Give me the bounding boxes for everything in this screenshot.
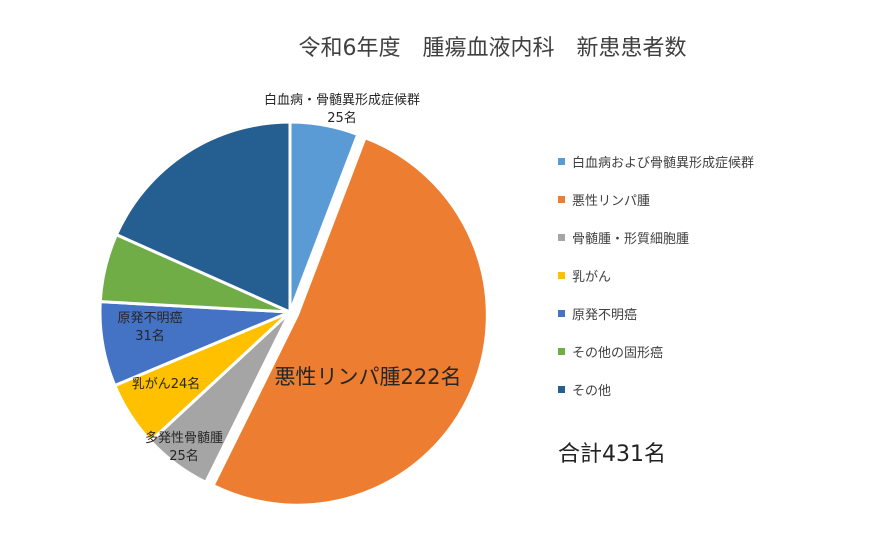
data-label: 31名 bbox=[135, 328, 165, 344]
legend-label: 骨髄腫・形質細胞腫 bbox=[572, 231, 690, 247]
legend-label: 白血病および骨髄異形成症候群 bbox=[572, 155, 755, 171]
data-label: 25名 bbox=[169, 448, 199, 464]
legend-swatch bbox=[558, 309, 565, 317]
data-label: 乳がん24名 bbox=[132, 376, 201, 392]
legend-item: 骨髄腫・形質細胞腫 bbox=[558, 218, 754, 256]
legend-swatch bbox=[558, 347, 565, 355]
total-label: 合計431名 bbox=[558, 442, 666, 467]
legend-item: 乳がん bbox=[558, 256, 754, 294]
legend-item: 悪性リンパ腫 bbox=[558, 180, 754, 218]
legend-label: その他の固形癌 bbox=[572, 345, 664, 361]
legend: 白血病および骨髄異形成症候群 悪性リンパ腫骨髄腫・形質細胞腫 乳がん原発不明癌その他… bbox=[558, 142, 754, 408]
legend-item: その他 bbox=[558, 370, 754, 408]
legend-swatch bbox=[558, 385, 565, 393]
pie-slice bbox=[211, 135, 489, 507]
data-label: 25名 bbox=[327, 110, 357, 126]
legend-item: 白血病および骨髄異形成症候群 bbox=[558, 142, 754, 180]
legend-item: 原発不明癌 bbox=[558, 294, 754, 332]
legend-label: 悪性リンパ腫 bbox=[572, 193, 651, 209]
data-label: 多発性骨髄腫 bbox=[145, 430, 223, 446]
legend-swatch bbox=[558, 195, 565, 203]
data-label: 白血病・骨髄異形成症候群 bbox=[264, 92, 420, 108]
data-label: 原発不明癌 bbox=[117, 310, 182, 326]
data-label: 悪性リンパ腫222名 bbox=[274, 365, 461, 389]
legend-swatch bbox=[558, 233, 565, 241]
legend-label: その他 bbox=[572, 383, 612, 399]
pie-slice bbox=[114, 120, 292, 315]
legend-label: 原発不明癌 bbox=[572, 307, 638, 323]
legend-swatch bbox=[558, 271, 565, 279]
legend-swatch bbox=[558, 157, 565, 165]
legend-item: その他の固形癌 bbox=[558, 332, 754, 370]
legend-label: 乳がん bbox=[572, 269, 612, 285]
chart-title: 令和6年度 腫瘍血液内科 新患患者数 bbox=[298, 36, 687, 61]
